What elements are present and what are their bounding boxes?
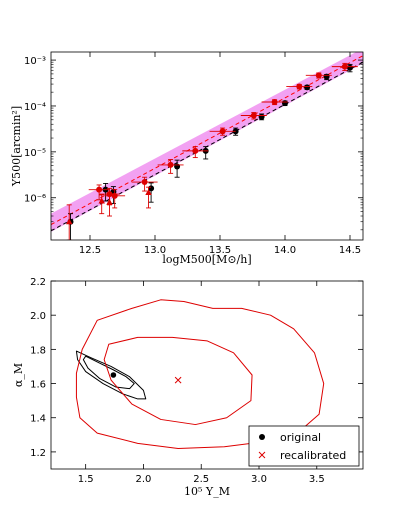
x-stroke-b [174,376,182,384]
top-xtick-label: 13.5 [209,245,231,256]
point-recalibrated [174,376,182,384]
top-ytick-label: 10⁻³ [24,56,46,67]
bottom-ytick-label: 1.6 [30,380,46,391]
bottom-xtick-label: 3.5 [309,474,325,485]
fit-band [51,52,363,232]
point-triangle-2 [106,198,113,205]
legend-label-recalibrated: recalibrated [280,449,346,462]
top-xtick-label: 13.0 [144,245,166,256]
top-ylabel: Y500[arcmin²] [10,106,23,187]
point-s0-8 [282,100,288,107]
point-s1-7 [250,112,257,119]
top-ytick-label: 10⁻⁴ [24,102,46,113]
point-s1-6 [219,128,226,135]
fit-line-1 [51,55,363,226]
top-ytick-label: 10⁻⁶ [24,194,46,205]
point-s1-2 [111,192,118,199]
point-s1-9 [296,83,303,90]
top-xlabel: logM500[M⊙/h] [162,253,251,266]
bottom-ytick-label: 2.0 [30,311,46,322]
point-triangle-0 [66,218,73,225]
bottom-xtick-label: 2.5 [193,474,209,485]
bottom-ticks: 1.5 2.0 2.5 3.0 3.5 1.2 1.4 1.6 1.8 2.0 2.2 [30,277,363,485]
top-axes-frame [50,51,364,241]
point-s0-4 [174,163,181,170]
bottom-xtick-label: 3.0 [251,474,267,485]
bottom-xlabel: 10⁵ Y_M [184,485,230,498]
point-s1-8 [271,99,278,106]
contour-3 [75,299,325,449]
legend-marker-recalibrated [258,451,266,459]
contour-1 [75,350,147,400]
bottom-ytick-label: 2.2 [30,277,46,288]
contour-2 [103,336,253,426]
point-triangle-3 [145,189,152,196]
contour-0 [82,355,135,390]
point-s1-3 [141,179,148,186]
top-xtick-label: 12.5 [79,245,101,256]
point-s0-7 [258,113,265,120]
bottom-xtick-label: 2.0 [135,474,151,485]
point-s0-9 [304,84,311,91]
bottom-plot-content [75,299,325,449]
top-xtick-label: 14.5 [339,245,361,256]
legend-box [248,425,360,467]
bottom-ytick-label: 1.2 [30,448,46,459]
top-ticks: 12.5 13.0 13.5 14.0 14.5 10⁻⁶ 10⁻⁵ 10⁻⁴ 10⁻³ [24,52,363,256]
bottom-xtick-label: 1.5 [78,474,94,485]
legend-marker-original [259,434,265,440]
bottom-panel: 1.5 2.0 2.5 3.0 3.5 1.2 1.4 1.6 1.8 2.0 2.2 10⁵ Y_… [12,277,364,498]
top-panel: 12.5 13.0 13.5 14.0 14.5 10⁻⁶ 10⁻⁵ 10⁻⁴ 10⁻³ log… [10,51,364,266]
bottom-ylabel: α_M [12,363,25,387]
point-s0-11 [347,64,353,71]
point-s1-10 [315,72,322,79]
legend: original recalibrated [248,425,360,467]
point-s1-4 [167,161,174,168]
point-original [110,372,117,378]
top-ytick-label: 10⁻⁵ [24,148,46,159]
point-s1-0 [96,186,103,193]
point-s1-5 [192,147,199,154]
point-s0-10 [323,73,330,80]
legend-label-original: original [280,431,321,444]
top-plot-content [51,52,363,240]
top-xtick-label: 14.0 [274,245,296,256]
bottom-ytick-label: 1.4 [30,414,46,425]
point-triangle-1 [98,197,105,204]
bottom-axes-frame [50,280,364,470]
bottom-ytick-label: 1.8 [30,345,46,356]
point-s1-11 [341,63,348,70]
